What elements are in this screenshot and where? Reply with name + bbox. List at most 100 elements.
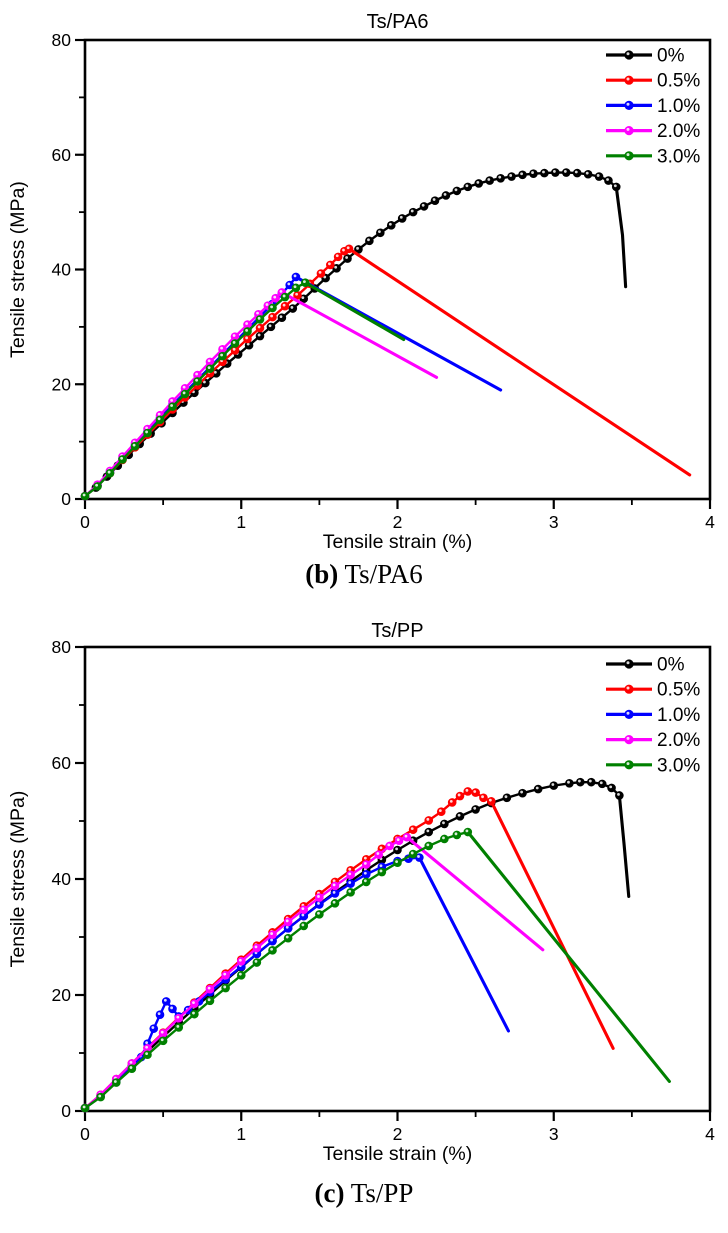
series-marker-highlight bbox=[574, 170, 578, 174]
legend-marker-highlight bbox=[626, 686, 630, 690]
series-marker bbox=[549, 781, 559, 790]
series-marker bbox=[291, 272, 301, 282]
legend-marker bbox=[624, 50, 634, 60]
series-marker bbox=[299, 905, 309, 915]
series-marker bbox=[607, 783, 616, 793]
series-marker bbox=[80, 491, 90, 501]
series-marker-highlight bbox=[609, 785, 613, 789]
series-marker-highlight bbox=[257, 316, 261, 320]
series-marker bbox=[424, 841, 434, 851]
series-marker-highlight bbox=[504, 795, 508, 799]
series-marker-highlight bbox=[176, 1015, 180, 1019]
series-fracture-line bbox=[466, 830, 671, 1083]
series-marker-highlight bbox=[301, 923, 305, 927]
series-marker bbox=[143, 428, 152, 438]
series-marker bbox=[374, 850, 384, 859]
legend-marker-highlight bbox=[626, 127, 630, 131]
legend-marker-highlight bbox=[626, 711, 630, 715]
series-marker-highlight bbox=[279, 289, 283, 293]
series-marker-highlight bbox=[285, 935, 289, 939]
series-marker bbox=[143, 1044, 152, 1053]
series-marker bbox=[365, 236, 374, 246]
series-marker-highlight bbox=[232, 347, 236, 351]
series-marker bbox=[361, 860, 371, 869]
series-marker-highlight bbox=[254, 960, 258, 963]
series-marker-highlight bbox=[585, 171, 589, 175]
series-marker bbox=[440, 819, 449, 829]
series-marker bbox=[236, 957, 246, 966]
series-marker bbox=[376, 228, 385, 238]
series-marker bbox=[93, 482, 102, 491]
series-0% bbox=[80, 777, 631, 1113]
series-marker bbox=[315, 910, 324, 919]
x-tick-label: 1 bbox=[236, 1124, 246, 1144]
series-marker bbox=[221, 970, 230, 980]
series-marker bbox=[291, 283, 301, 293]
series-marker-highlight bbox=[348, 889, 352, 893]
series-marker-highlight bbox=[82, 1105, 86, 1109]
series-marker-highlight bbox=[207, 359, 211, 363]
series-marker-highlight bbox=[170, 398, 174, 402]
y-tick-label: 0 bbox=[61, 1101, 71, 1121]
series-marker-highlight bbox=[285, 925, 289, 929]
series-marker-highlight bbox=[290, 306, 294, 309]
legend-item-1.0%: 1.0% bbox=[606, 96, 700, 117]
series-marker-highlight bbox=[257, 325, 261, 329]
series-marker-highlight bbox=[223, 972, 227, 976]
plot-frame bbox=[83, 38, 712, 501]
series-fracture-line bbox=[489, 799, 615, 1050]
series-marker-highlight bbox=[317, 911, 320, 915]
series-marker bbox=[397, 214, 407, 223]
series-marker-highlight bbox=[342, 248, 345, 252]
series-marker bbox=[174, 1023, 184, 1032]
series-marker-highlight bbox=[363, 862, 367, 865]
series-marker-highlight bbox=[465, 829, 469, 833]
y-tick-label: 0 bbox=[61, 489, 71, 509]
series-marker bbox=[252, 958, 262, 967]
series-marker-highlight bbox=[487, 178, 491, 181]
series-marker bbox=[518, 788, 527, 798]
series-marker bbox=[149, 1024, 159, 1033]
series-marker-highlight bbox=[376, 852, 380, 855]
series-fracture-line bbox=[405, 835, 545, 952]
series-marker-highlight bbox=[535, 786, 539, 790]
caption-c-text: Ts/PP bbox=[344, 1178, 414, 1208]
series-marker bbox=[474, 179, 484, 188]
series-marker-highlight bbox=[245, 328, 249, 332]
legend-marker bbox=[624, 100, 634, 110]
series-marker bbox=[471, 805, 480, 814]
series-marker-highlight bbox=[157, 417, 161, 421]
series-marker bbox=[346, 888, 355, 897]
x-axis-label: Tensile strain (%) bbox=[323, 1143, 473, 1165]
series-marker bbox=[408, 207, 418, 217]
series-0.5% bbox=[80, 244, 692, 501]
series-marker-highlight bbox=[457, 793, 461, 797]
series-marker bbox=[230, 332, 240, 341]
series-marker-highlight bbox=[192, 1011, 195, 1015]
series-marker bbox=[255, 323, 265, 333]
series-marker-highlight bbox=[107, 470, 111, 474]
series-marker-highlight bbox=[220, 353, 224, 357]
series-marker bbox=[594, 172, 604, 181]
series-marker bbox=[576, 777, 585, 787]
series-marker-highlight bbox=[426, 843, 430, 847]
y-tick-label: 80 bbox=[52, 30, 72, 50]
series-marker bbox=[243, 320, 252, 329]
series-marker bbox=[236, 970, 246, 980]
series-marker bbox=[268, 303, 277, 313]
series-marker bbox=[394, 836, 404, 846]
series-marker bbox=[565, 779, 574, 788]
series-marker bbox=[496, 173, 505, 183]
series-marker-highlight bbox=[270, 947, 273, 951]
series-marker-highlight bbox=[443, 192, 447, 196]
caption-c: (c) Ts/PP bbox=[0, 1178, 728, 1209]
series-3.0% bbox=[80, 278, 406, 501]
legend-item-0.5%: 0.5% bbox=[606, 680, 700, 701]
series-marker bbox=[205, 357, 215, 367]
series-marker-highlight bbox=[317, 902, 320, 905]
series-marker-highlight bbox=[334, 265, 338, 269]
series-marker-highlight bbox=[396, 838, 400, 842]
series-marker-highlight bbox=[410, 209, 414, 213]
series-marker bbox=[485, 176, 494, 185]
